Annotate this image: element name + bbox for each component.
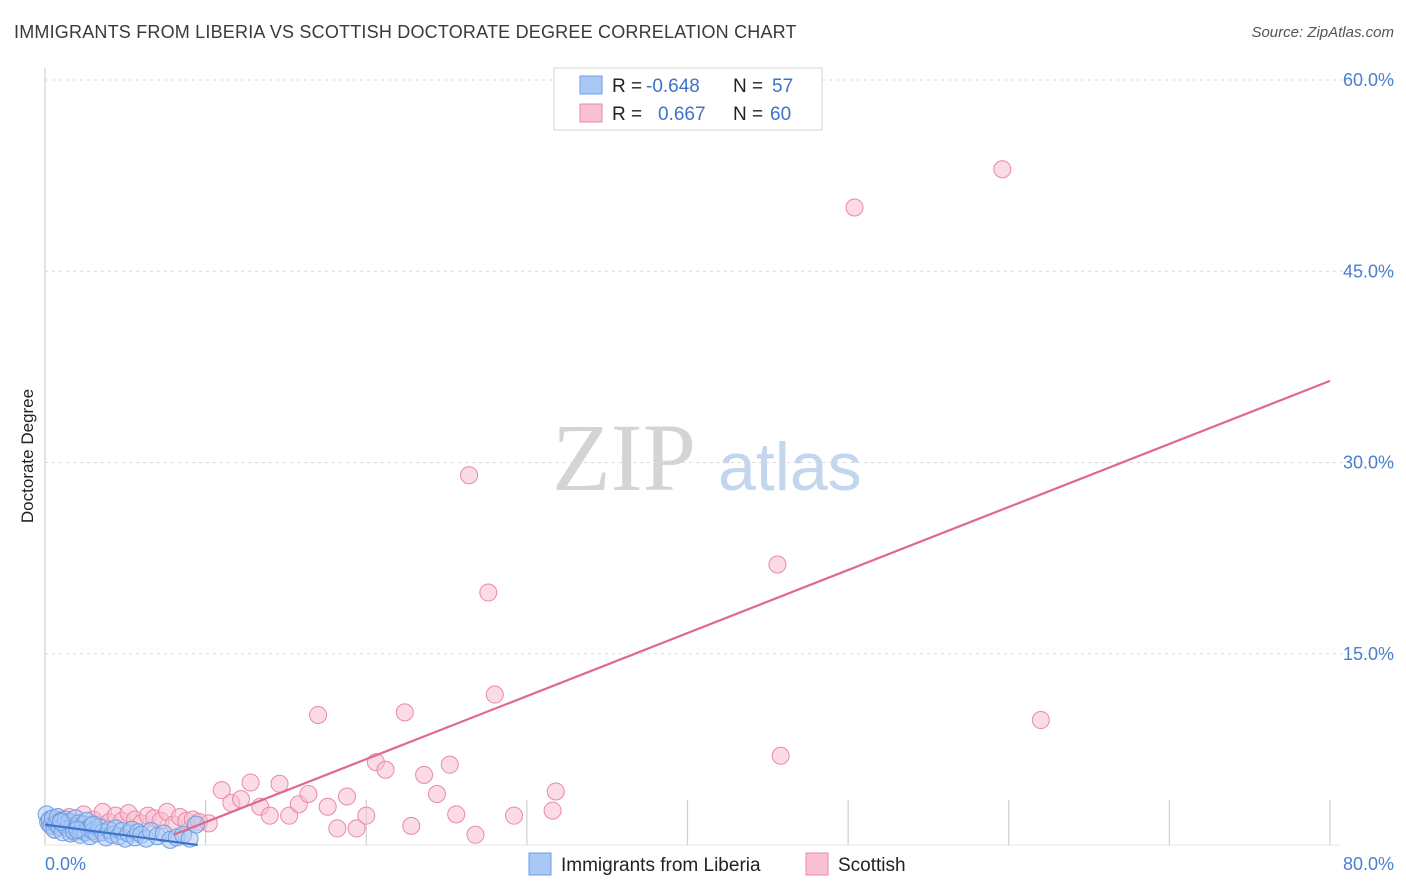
data-point bbox=[347, 819, 366, 838]
data-point bbox=[485, 685, 504, 704]
legend-r-label-liberia: R = bbox=[612, 76, 642, 97]
series-legend-swatch-scottish bbox=[805, 852, 829, 876]
series-legend-label-scottish: Scottish bbox=[838, 855, 906, 876]
data-point bbox=[447, 805, 466, 824]
legend-swatch-scottish bbox=[579, 103, 603, 123]
data-point bbox=[505, 806, 524, 825]
y-tick-label: 30.0% bbox=[1343, 453, 1394, 473]
data-point bbox=[328, 819, 347, 838]
data-point bbox=[402, 816, 421, 835]
y-tick-labels: 15.0% 30.0% 45.0% 60.0% bbox=[1343, 70, 1394, 664]
data-point bbox=[280, 806, 299, 825]
legend-n-label-scottish: N = bbox=[733, 104, 763, 125]
watermark-atlas: atlas bbox=[718, 429, 862, 505]
data-point bbox=[466, 825, 485, 844]
legend-r-label-scottish: R = bbox=[612, 104, 642, 125]
y-axis-label: Doctorate Degree bbox=[18, 389, 37, 523]
chart-title: IMMIGRANTS FROM LIBERIA VS SCOTTISH DOCT… bbox=[14, 22, 797, 42]
legend-n-label-liberia: N = bbox=[733, 76, 763, 97]
data-point bbox=[186, 815, 205, 834]
data-point bbox=[993, 160, 1012, 179]
data-point bbox=[479, 583, 498, 602]
data-point bbox=[415, 765, 434, 784]
y-tick-label: 45.0% bbox=[1343, 261, 1394, 281]
data-point bbox=[543, 801, 562, 820]
data-point bbox=[241, 773, 260, 792]
gridlines bbox=[45, 79, 1394, 655]
data-point bbox=[395, 703, 414, 722]
data-point bbox=[771, 746, 790, 765]
data-point bbox=[845, 198, 864, 217]
trend-line bbox=[44, 823, 198, 847]
x-tick-label-min: 0.0% bbox=[45, 854, 86, 874]
x-tick-label-max: 80.0% bbox=[1343, 854, 1394, 874]
watermark-zip: ZIP bbox=[552, 404, 696, 511]
data-point bbox=[84, 815, 103, 834]
data-point bbox=[460, 466, 479, 485]
legend-r-value-liberia: -0.648 bbox=[646, 76, 700, 97]
legend-r-value-scottish: 0.667 bbox=[658, 104, 706, 125]
legend-n-value-liberia: 57 bbox=[772, 76, 793, 97]
data-point bbox=[376, 760, 395, 779]
series-legend: Immigrants from Liberia Scottish bbox=[528, 852, 906, 876]
data-point bbox=[1031, 711, 1050, 730]
data-point bbox=[546, 782, 565, 801]
data-point bbox=[318, 797, 337, 816]
trend-lines bbox=[44, 379, 1331, 847]
x-tick-marks bbox=[205, 800, 1331, 845]
data-point bbox=[299, 785, 318, 803]
data-point bbox=[427, 785, 446, 803]
data-point bbox=[212, 781, 231, 800]
data-point bbox=[768, 555, 787, 574]
legend-swatch-liberia bbox=[579, 75, 603, 95]
series-legend-swatch-liberia bbox=[528, 852, 552, 876]
trend-line bbox=[173, 379, 1331, 836]
series-legend-label-liberia: Immigrants from Liberia bbox=[561, 855, 761, 876]
data-point bbox=[357, 806, 376, 825]
data-points bbox=[37, 160, 1050, 849]
y-tick-label: 15.0% bbox=[1343, 644, 1394, 664]
data-point bbox=[260, 806, 279, 825]
source-label: Source: ZipAtlas.com bbox=[1251, 24, 1394, 41]
legend-n-value-scottish: 60 bbox=[770, 104, 791, 125]
data-point bbox=[337, 787, 356, 806]
correlation-legend: R = -0.648 N = 57 R = 0.667 N = 60 bbox=[553, 67, 823, 131]
data-point bbox=[440, 755, 459, 774]
data-point bbox=[309, 705, 328, 724]
y-tick-label: 60.0% bbox=[1343, 70, 1394, 90]
